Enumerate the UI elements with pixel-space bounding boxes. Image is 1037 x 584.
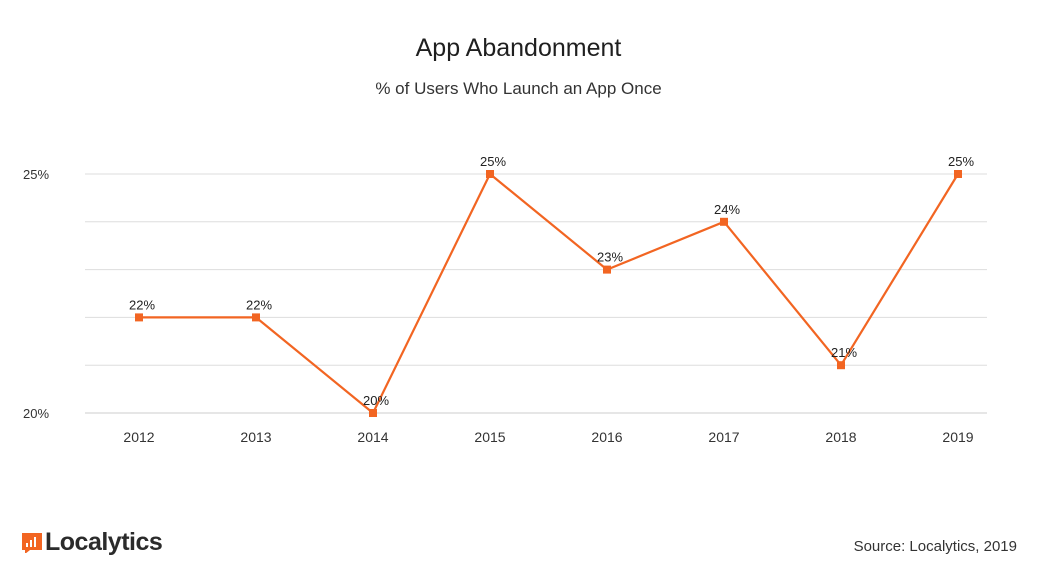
chart-subtitle: % of Users Who Launch an App Once	[375, 79, 662, 98]
data-label: 21%	[831, 345, 857, 360]
data-label: 25%	[480, 154, 506, 169]
data-point	[486, 170, 494, 178]
data-point	[720, 217, 728, 226]
x-tick-label: 2019	[942, 429, 973, 445]
logo-text: Localytics	[45, 528, 163, 556]
chart-title: App Abandonment	[415, 34, 622, 62]
data-label: 22%	[246, 297, 272, 312]
y-tick-label: 20%	[23, 406, 49, 421]
y-tick-label: 25%	[23, 167, 49, 182]
data-point	[135, 313, 143, 322]
x-tick-label: 2015	[474, 429, 505, 445]
data-label: 24%	[714, 202, 740, 217]
x-tick-label: 2013	[240, 429, 271, 445]
series-line	[139, 172, 959, 415]
x-tick-label: 2016	[591, 429, 622, 445]
x-tick-label: 2012	[123, 429, 154, 445]
data-label: 25%	[948, 154, 974, 169]
data-point	[837, 361, 845, 370]
data-label: 22%	[129, 297, 155, 312]
x-tick-label: 2017	[708, 429, 739, 445]
data-point	[369, 409, 377, 417]
x-tick-label: 2018	[825, 429, 856, 445]
x-tick-label: 2014	[357, 429, 388, 445]
data-point	[252, 313, 260, 322]
data-point	[954, 170, 962, 178]
data-label: 20%	[363, 393, 389, 408]
data-point	[603, 265, 611, 274]
localytics-logo: Localytics	[22, 528, 163, 557]
source-note: Source: Localytics, 2019	[853, 538, 1017, 555]
data-label: 23%	[597, 250, 623, 265]
logo-bars-icon	[22, 532, 42, 553]
